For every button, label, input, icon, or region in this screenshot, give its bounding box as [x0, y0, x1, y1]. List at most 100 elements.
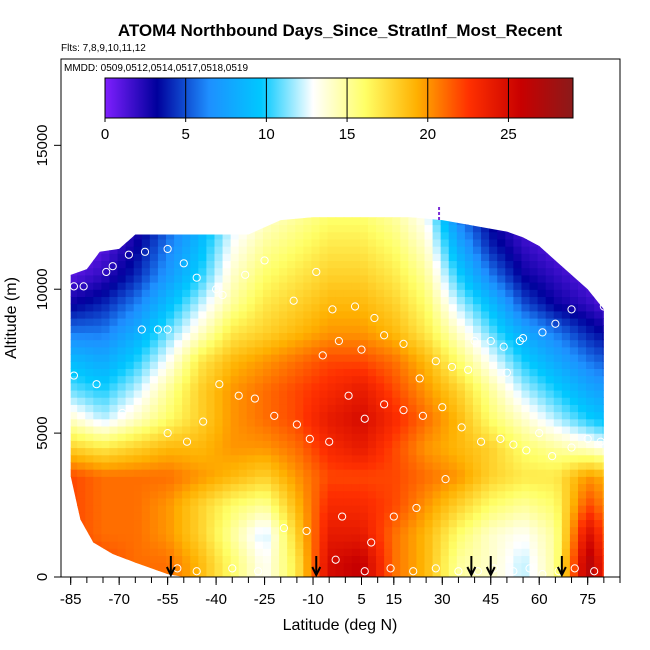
heatmap-cell: [125, 318, 135, 326]
heatmap-cell: [222, 548, 232, 557]
heatmap-cell: [367, 246, 377, 254]
heatmap-cell: [424, 296, 434, 305]
heatmap-cell: [77, 425, 86, 434]
heatmap-cell: [481, 224, 490, 233]
heatmap-cell: [85, 217, 94, 226]
heatmap-cell: [432, 562, 442, 571]
heatmap-cell: [214, 418, 224, 427]
heatmap-cell: [537, 303, 547, 312]
heatmap-cell: [392, 332, 401, 341]
heatmap-cell: [569, 497, 579, 506]
heatmap-cell: [537, 454, 547, 463]
heatmap-cell: [464, 332, 474, 341]
heatmap-cell: [481, 497, 490, 506]
heatmap-cell: [93, 253, 102, 262]
heatmap-cell: [85, 555, 94, 564]
heatmap-cell: [190, 203, 199, 211]
heatmap-cell: [400, 296, 409, 305]
heatmap-cell: [521, 282, 531, 290]
heatmap-cell: [408, 361, 418, 369]
heatmap-cell: [327, 368, 337, 377]
heatmap-cell: [303, 505, 313, 513]
heatmap-cell: [594, 469, 603, 477]
heatmap-cell: [472, 469, 482, 477]
heatmap-cell: [489, 368, 498, 377]
heatmap-cell: [464, 339, 474, 348]
heatmap-cell: [545, 490, 555, 499]
heatmap-cell: [343, 224, 353, 233]
heatmap-cell: [246, 253, 256, 262]
heatmap-cell: [109, 375, 119, 384]
heatmap-cell: [481, 238, 490, 247]
heatmap-cell: [230, 541, 240, 549]
heatmap-cell: [448, 447, 458, 456]
heatmap-cell: [352, 203, 361, 211]
heatmap-cell: [392, 533, 401, 542]
heatmap-cell: [569, 353, 579, 362]
heatmap-cell: [432, 555, 442, 564]
heatmap-cell: [279, 282, 288, 290]
heatmap-cell: [351, 368, 361, 377]
heatmap-cell: [222, 368, 232, 377]
heatmap-cell: [319, 253, 329, 262]
heatmap-cell: [351, 361, 361, 369]
heatmap-cell: [174, 454, 183, 463]
heatmap-cell: [101, 404, 111, 413]
heatmap-cell: [424, 497, 434, 506]
heatmap-cell: [521, 533, 531, 542]
heatmap-cell: [77, 389, 86, 398]
heatmap-cell: [230, 569, 240, 577]
heatmap-cell: [125, 454, 135, 463]
heatmap-cell: [464, 217, 474, 226]
heatmap-cell: [521, 203, 530, 211]
heatmap-cell: [93, 397, 102, 405]
heatmap-cell: [174, 569, 183, 577]
heatmap-cell: [246, 476, 256, 485]
heatmap-cell: [472, 533, 482, 542]
heatmap-cell: [440, 282, 450, 290]
heatmap-cell: [77, 555, 86, 564]
heatmap-cell: [343, 332, 353, 341]
observation-point: [270, 411, 279, 420]
heatmap-cell: [472, 310, 482, 319]
heatmap-cell: [545, 469, 555, 477]
heatmap-cell: [489, 253, 498, 262]
heatmap-cell: [416, 497, 426, 506]
heatmap-cell: [577, 217, 587, 218]
heatmap-cell: [456, 548, 466, 557]
heatmap-cell: [376, 483, 385, 492]
heatmap-cell: [416, 267, 426, 276]
heatmap-cell: [303, 217, 313, 226]
heatmap-cell: [456, 469, 466, 477]
heatmap-cell: [602, 238, 604, 247]
heatmap-cell: [295, 404, 304, 413]
heatmap-cell: [497, 274, 506, 283]
heatmap-cell: [594, 512, 603, 521]
heatmap-cell: [384, 353, 393, 362]
heatmap-cell: [198, 217, 208, 218]
heatmap-cell: [505, 332, 514, 341]
heatmap-cell: [472, 397, 482, 405]
heatmap-cell: [359, 296, 369, 305]
heatmap-cell: [610, 260, 619, 268]
heatmap-cell: [521, 267, 531, 276]
heatmap-cell: [214, 425, 224, 434]
heatmap-cell: [367, 389, 377, 398]
heatmap-cell: [569, 389, 579, 398]
heatmap-cell: [101, 310, 111, 319]
heatmap-cell: [400, 318, 409, 326]
heatmap-cell: [497, 469, 506, 477]
heatmap-cell: [537, 274, 547, 283]
heatmap-cell: [343, 346, 353, 355]
heatmap-cell: [295, 238, 304, 247]
heatmap-cell: [262, 353, 272, 362]
heatmap-cell: [376, 389, 385, 398]
heatmap-cell: [319, 447, 329, 456]
heatmap-cell: [392, 353, 401, 362]
observation-point: [218, 290, 227, 300]
heatmap-cell: [408, 483, 418, 492]
heatmap-cell: [602, 224, 604, 233]
heatmap-cell: [214, 267, 224, 276]
heatmap-cell: [238, 519, 248, 528]
heatmap-cell: [238, 490, 248, 499]
